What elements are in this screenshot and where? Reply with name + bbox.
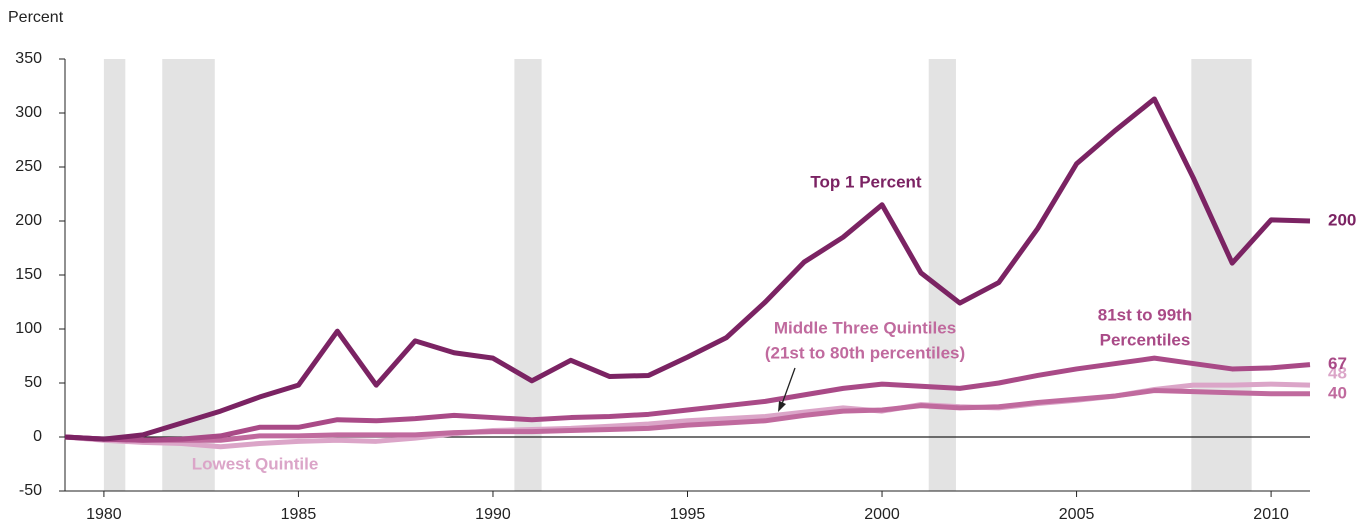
series-label: Percentiles: [1100, 330, 1191, 349]
y-tick-label: -50: [19, 482, 42, 499]
y-tick-label: 250: [15, 158, 42, 175]
y-tick-label: 100: [15, 320, 42, 337]
end-value-label: 40: [1328, 383, 1347, 402]
end-value-label: 200: [1328, 210, 1356, 229]
series-label: 81st to 99th: [1098, 305, 1192, 324]
series-line: [64, 96, 1311, 442]
annotation-arrow: [781, 367, 796, 405]
arrow-head: [778, 401, 786, 412]
y-tick-label: 200: [15, 212, 42, 229]
labels: Lowest Quintile 48 Middle Three Quintiles (…: [192, 172, 1357, 473]
x-tick-label: 2010: [1253, 506, 1289, 523]
y-tick-label: 50: [24, 374, 42, 391]
recession-band: [514, 59, 542, 491]
recession-band: [1191, 59, 1252, 491]
series-line: [64, 388, 1310, 443]
y-tick-label: 350: [15, 50, 42, 67]
recession-band: [103, 59, 126, 491]
end-value-label: 67: [1328, 354, 1347, 373]
y-tick-label: 0: [33, 428, 42, 445]
y-tick-label: 150: [15, 266, 42, 283]
series-label: Lowest Quintile: [192, 454, 319, 473]
x-tick-label: 2000: [864, 506, 900, 523]
x-tick-label: 1980: [86, 506, 122, 523]
x-tick-label: 1985: [281, 506, 317, 523]
recession-band: [928, 59, 956, 491]
y-tick-label: 300: [15, 104, 42, 121]
series-line: [64, 355, 1311, 443]
series-label: (21st to 80th percentiles): [765, 343, 965, 362]
x-tick-label: 1990: [475, 506, 511, 523]
series-label: Middle Three Quintiles: [774, 318, 956, 337]
y-axis-label: Percent: [8, 9, 64, 26]
end-value-label: 48: [1328, 364, 1347, 383]
series-label: Top 1 Percent: [810, 172, 921, 191]
lines: [64, 96, 1311, 450]
x-tick-label: 1995: [670, 506, 706, 523]
axes: -50 0 50 100 150 200 250 300 350 1980 1985 1990 1995…: [15, 50, 1310, 523]
x-tick-label: 2005: [1059, 506, 1095, 523]
